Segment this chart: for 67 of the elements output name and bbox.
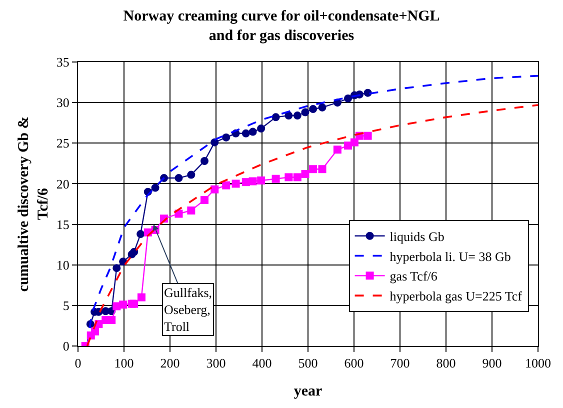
point: [333, 146, 342, 154]
point: [210, 138, 219, 146]
point: [232, 180, 240, 188]
point: [119, 300, 128, 309]
x-tick-label: 300: [206, 356, 226, 371]
point: [284, 173, 293, 182]
point: [284, 112, 293, 120]
point: [248, 177, 257, 186]
point: [301, 170, 310, 178]
x-tick-label: 500: [298, 356, 318, 371]
y-axis-title: cumualtive discovery Gb & Tcf/6: [16, 116, 52, 292]
point: [174, 174, 183, 182]
x-tick-label: 100: [114, 356, 134, 371]
point: [257, 124, 266, 133]
point: [187, 170, 196, 179]
point: [130, 300, 138, 308]
y-tick-label: 30: [56, 95, 70, 110]
point: [257, 176, 266, 184]
y-tick-label: 15: [56, 216, 70, 232]
y-tick-label: 10: [56, 257, 70, 272]
y-tick-label: 0: [62, 338, 70, 354]
chart-title: Norway creaming curve for oil+condensate+NGL and for gas discoveries: [123, 8, 440, 44]
x-tick-label: 700: [390, 356, 410, 371]
point: [187, 206, 196, 214]
point: [130, 248, 138, 256]
point: [112, 264, 121, 272]
point: [364, 132, 372, 140]
point: [350, 138, 358, 146]
point: [318, 103, 326, 112]
legend-label: hyperbola li. U= 38 Gb: [390, 248, 511, 264]
x-tick-label: 800: [436, 356, 456, 371]
point: [344, 94, 352, 103]
point: [248, 128, 257, 136]
x-tick-label: 600: [344, 356, 364, 371]
y-tick-label: 25: [56, 136, 70, 151]
point: [136, 230, 145, 238]
point: [108, 316, 116, 324]
point: [222, 133, 230, 142]
legend-label: liquids Gb: [390, 228, 444, 244]
point: [272, 174, 280, 183]
point: [151, 184, 160, 192]
legend-label: hyperbola gas U=225 Tcf: [390, 288, 523, 304]
x-tick-label: 0: [74, 356, 82, 371]
point: [210, 185, 219, 194]
x-tick-label: 400: [252, 356, 272, 371]
point: [242, 129, 250, 138]
point: [293, 173, 302, 182]
x-tick-label: 900: [482, 356, 502, 371]
y-tick-label: 35: [56, 54, 70, 70]
point: [200, 156, 208, 165]
point: [309, 105, 318, 114]
y-tick-label: 20: [56, 176, 70, 192]
point: [301, 108, 310, 116]
annotation: Gullfaks, Oseberg, Troll: [164, 285, 212, 334]
x-axis-title: year: [294, 384, 322, 400]
point: [318, 165, 326, 174]
point: [137, 293, 146, 302]
y-tick-label: 5: [62, 298, 70, 313]
point: [272, 113, 280, 122]
legend-label: gas Tcf/6: [390, 268, 438, 284]
point: [222, 181, 230, 190]
point: [293, 112, 302, 120]
x-tick-label: 200: [160, 356, 180, 371]
point: [200, 196, 208, 204]
point: [91, 327, 100, 336]
x-tick-label: 1000: [525, 356, 551, 371]
point: [309, 165, 318, 174]
